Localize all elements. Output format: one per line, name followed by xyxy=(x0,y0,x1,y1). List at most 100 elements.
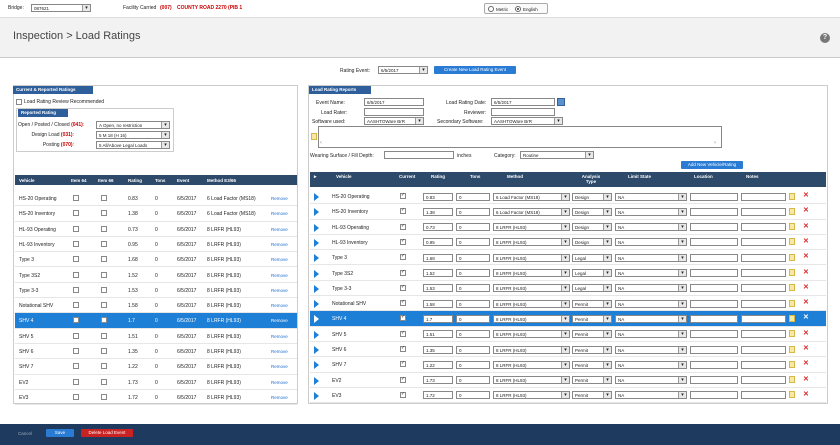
limit-state-select[interactable]: NA xyxy=(615,391,687,400)
right-table-row[interactable]: Type 3-3 1.53 0 8 LRFR (HL93) Legal NA ✕ xyxy=(310,281,826,297)
scroll-left-icon[interactable]: ‹ xyxy=(320,140,322,146)
left-table-row[interactable]: Type 3-3 1.53 0 6/5/2017 8 LRFR (HL93) R… xyxy=(15,283,297,299)
analysis-type-select[interactable]: Permit xyxy=(572,314,612,323)
notes-input[interactable] xyxy=(741,360,786,369)
rating-input[interactable]: 1.73 xyxy=(423,376,453,385)
expand-row-icon[interactable] xyxy=(314,330,319,339)
location-input[interactable] xyxy=(690,269,738,277)
notes-input[interactable] xyxy=(741,284,786,293)
metric-radio[interactable] xyxy=(488,6,494,12)
tons-input[interactable]: 0 xyxy=(456,376,490,385)
current-checkbox[interactable] xyxy=(400,238,406,245)
current-checkbox[interactable] xyxy=(400,376,406,383)
method-select[interactable]: 8 LRFR (HL93) xyxy=(493,345,570,354)
limit-state-select[interactable]: NA xyxy=(615,299,687,308)
delete-icon[interactable]: ✕ xyxy=(803,375,809,383)
event-name-input[interactable]: 6/5/2017 xyxy=(364,98,424,106)
right-table-row[interactable]: Type 3S2 1.52 0 8 LRFR (HL93) Legal NA ✕ xyxy=(310,266,826,281)
remove-link[interactable]: Remove xyxy=(271,241,288,247)
expand-row-icon[interactable] xyxy=(314,391,319,400)
remove-link[interactable]: Remove xyxy=(271,287,288,293)
rating-input[interactable]: 1.52 xyxy=(423,269,453,277)
expand-row-icon[interactable] xyxy=(314,300,319,309)
delete-icon[interactable]: ✕ xyxy=(803,299,809,307)
remove-link[interactable]: Remove xyxy=(271,211,288,217)
expand-row-icon[interactable] xyxy=(314,269,319,278)
left-table-row[interactable]: Type 3 1.68 0 6/5/2017 8 LRFR (HL93) Rem… xyxy=(15,252,297,268)
tons-input[interactable]: 0 xyxy=(456,345,490,354)
notes-icon[interactable] xyxy=(789,360,795,368)
limit-state-select[interactable]: NA xyxy=(615,284,687,293)
left-table-row[interactable]: SHV 5 1.51 0 6/5/2017 8 LRFR (HL93) Remo… xyxy=(15,329,297,344)
category-select[interactable]: Routine xyxy=(520,151,594,159)
item64-checkbox[interactable] xyxy=(73,363,79,370)
tons-input[interactable]: 0 xyxy=(456,223,490,232)
item64-checkbox[interactable] xyxy=(73,317,79,324)
method-select[interactable]: 8 LRFR (HL93) xyxy=(493,330,570,339)
method-select[interactable]: 8 LRFR (HL93) xyxy=(493,238,570,247)
delete-icon[interactable]: ✕ xyxy=(803,329,809,337)
notes-input[interactable] xyxy=(741,207,786,216)
tons-input[interactable]: 0 xyxy=(456,360,490,369)
expand-row-icon[interactable] xyxy=(314,193,319,201)
notes-icon[interactable] xyxy=(789,345,795,353)
current-checkbox[interactable] xyxy=(400,223,406,230)
software-used-select[interactable]: AASHTOWare BrR xyxy=(364,117,424,125)
method-select[interactable]: 8 LRFR (HL93) xyxy=(493,376,570,385)
method-select[interactable]: 8 LRFR (HL93) xyxy=(493,360,570,369)
notes-icon[interactable] xyxy=(789,253,795,261)
item66-checkbox[interactable] xyxy=(101,317,107,324)
location-input[interactable] xyxy=(690,360,738,369)
remove-link[interactable]: Remove xyxy=(271,318,288,324)
expand-row-icon[interactable] xyxy=(314,346,319,354)
analysis-type-select[interactable]: Permit xyxy=(572,299,612,308)
delete-icon[interactable]: ✕ xyxy=(803,268,809,276)
remove-link[interactable]: Remove xyxy=(271,196,288,201)
method-select[interactable]: 8 LRFR (HL93) xyxy=(493,299,570,308)
analysis-type-select[interactable]: Permit xyxy=(572,345,612,354)
right-table-row[interactable]: HL-93 Inventory 0.95 0 8 LRFR (HL93) Des… xyxy=(310,235,826,251)
method-select[interactable]: 8 LRFR (HL93) xyxy=(493,314,570,323)
delete-icon[interactable]: ✕ xyxy=(803,222,809,230)
location-input[interactable] xyxy=(690,253,738,262)
delete-icon[interactable]: ✕ xyxy=(803,207,809,215)
item64-checkbox[interactable] xyxy=(73,393,79,400)
item66-checkbox[interactable] xyxy=(101,393,107,400)
item64-checkbox[interactable] xyxy=(73,332,79,339)
tons-input[interactable]: 0 xyxy=(456,253,490,262)
analysis-type-select[interactable]: Permit xyxy=(572,360,612,369)
rating-input[interactable]: 1.22 xyxy=(423,360,453,369)
item66-checkbox[interactable] xyxy=(101,210,107,217)
notes-input[interactable] xyxy=(741,223,786,232)
method-select[interactable]: 8 LRFR (HL93) xyxy=(493,284,570,293)
analysis-type-select[interactable]: Permit xyxy=(572,391,612,400)
rating-event-select[interactable]: 6/5/2017 xyxy=(378,66,428,74)
tons-input[interactable]: 0 xyxy=(456,314,490,323)
rating-input[interactable]: 1.58 xyxy=(423,299,453,308)
expand-row-icon[interactable] xyxy=(314,238,319,247)
wearing-surface-input[interactable] xyxy=(384,151,454,159)
current-checkbox[interactable] xyxy=(400,284,406,291)
item66-checkbox[interactable] xyxy=(101,302,107,309)
item66-checkbox[interactable] xyxy=(101,256,107,263)
reported-field-select[interactable]: 5 All/Above Legal Loads xyxy=(96,141,170,149)
current-checkbox[interactable] xyxy=(400,253,406,261)
notes-input[interactable] xyxy=(741,330,786,339)
analysis-type-select[interactable]: Permit xyxy=(572,330,612,339)
current-checkbox[interactable] xyxy=(400,330,406,337)
right-table-row[interactable]: SHV 6 1.35 0 8 LRFR (HL93) Permit NA ✕ xyxy=(310,342,826,358)
rating-input[interactable]: 1.7 xyxy=(423,314,453,323)
rating-input[interactable]: 0.95 xyxy=(423,238,453,247)
rating-input[interactable]: 0.83 xyxy=(423,192,453,201)
expand-row-icon[interactable] xyxy=(314,315,319,324)
current-checkbox[interactable] xyxy=(400,269,406,276)
current-checkbox[interactable] xyxy=(400,391,406,398)
item64-checkbox[interactable] xyxy=(73,210,79,217)
left-table-row[interactable]: SHV 4 1.7 0 6/5/2017 8 LRFR (HL93) Remov… xyxy=(15,313,297,329)
secondary-software-select[interactable]: AASHTOWare BrR xyxy=(491,117,563,125)
right-table-row[interactable]: EV3 1.72 0 8 LRFR (HL93) Permit NA ✕ xyxy=(310,388,826,404)
rating-input[interactable]: 1.53 xyxy=(423,284,453,293)
remove-link[interactable]: Remove xyxy=(271,272,288,278)
expand-row-icon[interactable] xyxy=(314,284,319,293)
left-table-row[interactable]: EV3 1.72 0 6/5/2017 8 LRFR (HL93) Remove xyxy=(15,390,297,406)
